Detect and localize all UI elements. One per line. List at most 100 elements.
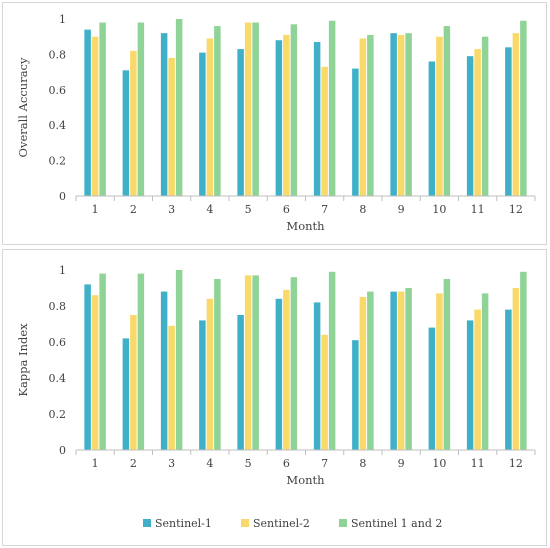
bar-sentinel-1 [237, 49, 244, 197]
x-tick-label: 3 [168, 457, 175, 470]
y-tick-label: 0.4 [49, 119, 67, 132]
x-tick-label: 11 [471, 203, 485, 216]
bar-sentinel-1-and-2 [214, 26, 221, 196]
bar-sentinel-2 [321, 334, 328, 450]
x-tick-label: 1 [92, 457, 99, 470]
overall-accuracy-panel: 0 0.2 0.4 0.6 0.8 1 1 2 3 4 5 6 7 8 9 10 11 12 Month Overal… [2, 2, 547, 245]
y-tick-label: 1 [59, 13, 66, 26]
y-tick-label: 0 [59, 444, 66, 457]
bar-sentinel-2 [321, 66, 328, 196]
bar-sentinel-2 [283, 34, 290, 197]
x-axis-title: Month [286, 473, 325, 487]
x-tick-label: 8 [359, 457, 366, 470]
bar-sentinel-1 [122, 70, 130, 196]
x-tick-label: 4 [206, 457, 213, 470]
x-tick-label: 1 [92, 203, 99, 216]
y-tick-label: 0.8 [49, 300, 67, 313]
bar-sentinel-1-and-2 [99, 22, 106, 197]
bar-sentinel-1-and-2 [443, 26, 451, 196]
bar-sentinel-1 [313, 302, 321, 450]
x-tick-label: 6 [283, 203, 290, 216]
bar-sentinel-2 [359, 38, 367, 196]
bar-sentinel-2 [244, 275, 252, 450]
bar-sentinel-1 [352, 68, 359, 196]
bar-sentinel-1-and-2 [443, 279, 451, 450]
bar-sentinel-1-and-2 [520, 271, 527, 450]
x-tick-label: 5 [245, 203, 252, 216]
bar-sentinel-1 [313, 42, 321, 197]
bar-sentinel-2 [130, 50, 137, 196]
bar-sentinel-1-and-2 [328, 20, 336, 196]
bar-sentinel-1 [275, 298, 283, 450]
bar-sentinel-1 [428, 327, 436, 450]
y-tick-label: 0.2 [49, 408, 67, 421]
bar-sentinel-1 [390, 291, 397, 450]
y-tick-label: 0.4 [49, 372, 67, 385]
legend-label: Sentinel 1 and 2 [351, 517, 442, 530]
bar-sentinel-2 [283, 289, 290, 450]
y-tick-label: 0.6 [49, 336, 67, 349]
y-axis-title: Overall Accuracy [16, 57, 30, 157]
bar-sentinel-2 [512, 288, 520, 450]
x-tick-label: 8 [359, 203, 366, 216]
bar-sentinel-1 [390, 33, 397, 196]
bar-sentinel-1-and-2 [290, 24, 298, 197]
y-tick-label: 0 [59, 190, 66, 203]
legend-swatch [143, 519, 151, 527]
y-axis-title: Kappa Index [16, 323, 30, 397]
x-tick-label: 6 [283, 457, 290, 470]
y-tick-label: 0.6 [49, 84, 67, 97]
x-axis-title: Month [286, 219, 325, 233]
x-tick-label: 12 [509, 203, 523, 216]
bar-sentinel-1-and-2 [290, 277, 298, 450]
x-tick-label: 2 [130, 203, 137, 216]
legend-swatch [339, 519, 347, 527]
legend-item: Sentinel-1 [143, 517, 212, 530]
bar-sentinel-1 [199, 320, 206, 450]
bar-sentinel-1-and-2 [367, 34, 374, 197]
legend-item: Sentinel 1 and 2 [339, 517, 442, 530]
legend-swatch [241, 519, 249, 527]
y-tick-label: 0.2 [49, 155, 67, 168]
bar-sentinel-1-and-2 [367, 291, 374, 450]
legend-label: Sentinel-2 [253, 517, 310, 530]
bar-sentinel-1 [466, 320, 474, 450]
bar-sentinel-1-and-2 [214, 279, 221, 450]
x-tick-label: 9 [398, 457, 405, 470]
bar-sentinel-2 [244, 22, 252, 197]
legend: Sentinel-1 Sentinel-2 Sentinel 1 and 2 [143, 517, 442, 530]
bar-sentinel-2 [474, 49, 481, 197]
x-tick-label: 7 [321, 203, 328, 216]
bar-sentinel-2 [206, 38, 214, 196]
x-tick-label: 10 [432, 457, 446, 470]
y-tick-label: 0.8 [49, 48, 67, 61]
bar-sentinel-2 [206, 298, 214, 450]
bar-sentinel-1 [199, 52, 206, 196]
x-tick-label: 2 [130, 457, 137, 470]
bar-sentinel-1-and-2 [405, 33, 412, 196]
bar-sentinel-1 [84, 284, 91, 450]
bar-sentinel-1-and-2 [481, 36, 489, 197]
bar-sentinel-1 [237, 315, 244, 450]
overall-accuracy-chart: 00.20.40.60.811 2 3 4 5 6 7 8 9 10 11 12MonthOveral… [16, 13, 536, 233]
bar-sentinel-2 [130, 315, 137, 450]
bar-sentinel-1 [84, 29, 91, 197]
bar-sentinel-2 [436, 293, 443, 450]
legend-label: Sentinel-1 [155, 517, 212, 530]
bar-sentinel-2 [397, 291, 405, 450]
bar-sentinel-2 [91, 295, 99, 450]
bar-sentinel-2 [359, 297, 367, 450]
bar-sentinel-1 [275, 40, 283, 196]
bar-sentinel-1-and-2 [328, 271, 336, 450]
bar-sentinel-2 [168, 57, 175, 196]
bar-sentinel-1-and-2 [520, 20, 527, 196]
bar-sentinel-2 [474, 309, 481, 450]
bar-sentinel-1-and-2 [252, 22, 259, 197]
kappa-index-chart: 00.20.40.60.811 2 3 4 5 6 7 8 9 10 11 12MonthKappa … [16, 264, 536, 530]
bar-sentinel-1-and-2 [137, 22, 145, 197]
x-tick-label: 12 [509, 457, 523, 470]
bar-sentinel-1 [160, 291, 168, 450]
bar-sentinel-2 [436, 36, 443, 197]
bar-sentinel-1 [122, 338, 130, 450]
bar-sentinel-1 [505, 47, 512, 196]
